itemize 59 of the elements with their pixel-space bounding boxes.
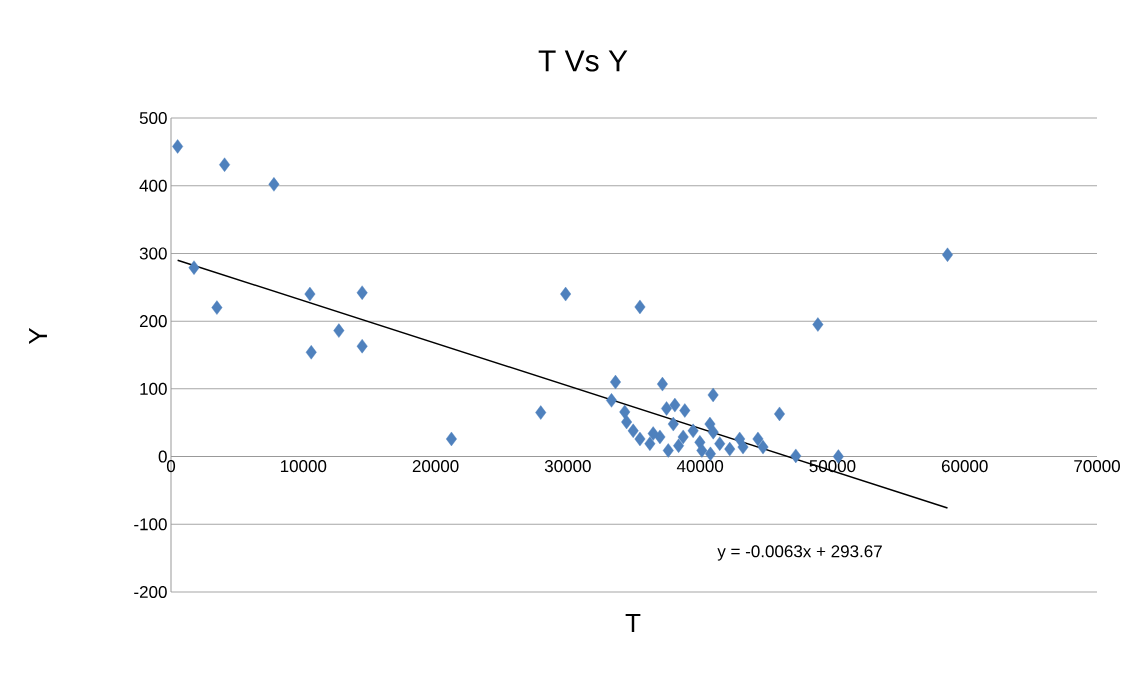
point bbox=[305, 345, 317, 360]
x-tick-label: 0 bbox=[166, 460, 176, 473]
point bbox=[304, 286, 316, 302]
y-tick-label: 500 bbox=[139, 111, 167, 125]
point bbox=[634, 431, 646, 447]
x-tick-label: 30000 bbox=[544, 460, 591, 473]
point bbox=[714, 436, 726, 451]
point bbox=[647, 426, 659, 441]
y-tick-label: -100 bbox=[134, 518, 167, 531]
x-tick-label: 10000 bbox=[280, 460, 327, 473]
y-tick-label: 100 bbox=[140, 382, 167, 395]
x-tick-label: 60000 bbox=[941, 460, 988, 473]
y-tick-label: 200 bbox=[139, 315, 167, 328]
point bbox=[211, 300, 223, 315]
point bbox=[696, 443, 708, 458]
x-axis-title: T bbox=[625, 614, 641, 632]
y-axis-title: Y bbox=[29, 327, 47, 345]
point bbox=[677, 429, 689, 445]
point bbox=[333, 323, 345, 338]
point bbox=[219, 157, 231, 172]
point bbox=[752, 431, 764, 447]
annotation: y = -0.0063x + 293.67 bbox=[717, 545, 882, 561]
point bbox=[790, 448, 802, 464]
point bbox=[757, 439, 769, 455]
point bbox=[188, 260, 200, 275]
x-tick-label: 70000 bbox=[1074, 460, 1120, 473]
x-tick-label: 20000 bbox=[412, 460, 459, 473]
point bbox=[661, 401, 672, 416]
point bbox=[673, 438, 685, 453]
x-tick-label: 40000 bbox=[676, 460, 724, 473]
y-tick-label: 0 bbox=[158, 450, 167, 463]
y-tick-label: 300 bbox=[139, 247, 167, 260]
point bbox=[662, 443, 674, 458]
point bbox=[669, 397, 681, 413]
point bbox=[707, 425, 719, 440]
point bbox=[667, 416, 679, 432]
point bbox=[724, 441, 736, 457]
point bbox=[942, 247, 953, 262]
point bbox=[687, 423, 699, 439]
point bbox=[619, 404, 631, 420]
chart-title: T Vs Y bbox=[538, 50, 628, 72]
y-tick-label: 400 bbox=[139, 179, 167, 192]
point bbox=[679, 403, 691, 418]
point bbox=[634, 299, 646, 315]
point bbox=[621, 414, 633, 430]
point bbox=[656, 376, 668, 392]
point bbox=[172, 139, 184, 154]
point bbox=[606, 393, 617, 408]
point bbox=[644, 436, 656, 451]
point bbox=[356, 339, 368, 354]
point bbox=[812, 317, 824, 332]
point bbox=[268, 177, 280, 192]
point bbox=[737, 439, 749, 455]
point bbox=[535, 405, 547, 420]
point bbox=[560, 286, 572, 302]
point bbox=[707, 387, 719, 403]
point bbox=[627, 423, 639, 439]
point bbox=[356, 285, 368, 300]
y-tick-label: -200 bbox=[134, 585, 167, 599]
